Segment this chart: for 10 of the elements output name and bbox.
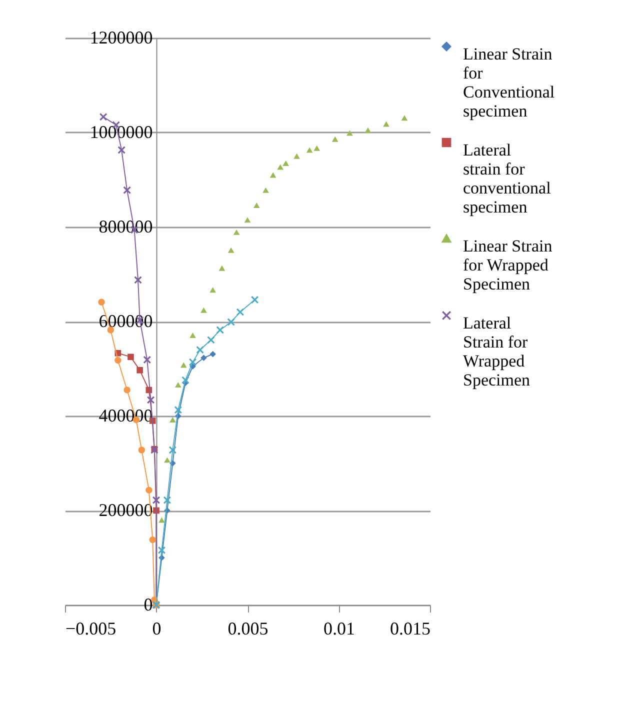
x-tick-label: 0.015 (390, 618, 430, 638)
x-tick-label: 0.01 (324, 618, 355, 638)
y-tick-label: 0 (144, 594, 153, 614)
y-tick-label: 1200000 (90, 28, 153, 48)
x-tick-label: −0.005 (66, 618, 116, 638)
legend-label: Linear Strain for Conventional specimen (463, 44, 555, 120)
legend-label: Lateral Strain for Wrapped Specimen (463, 314, 531, 390)
legend-label: Lateral strain for conventional specimen (463, 140, 552, 216)
legend-label: Linear Strain for Wrapped Specimen (463, 236, 553, 294)
x-tick-label: 0.005 (228, 618, 268, 638)
